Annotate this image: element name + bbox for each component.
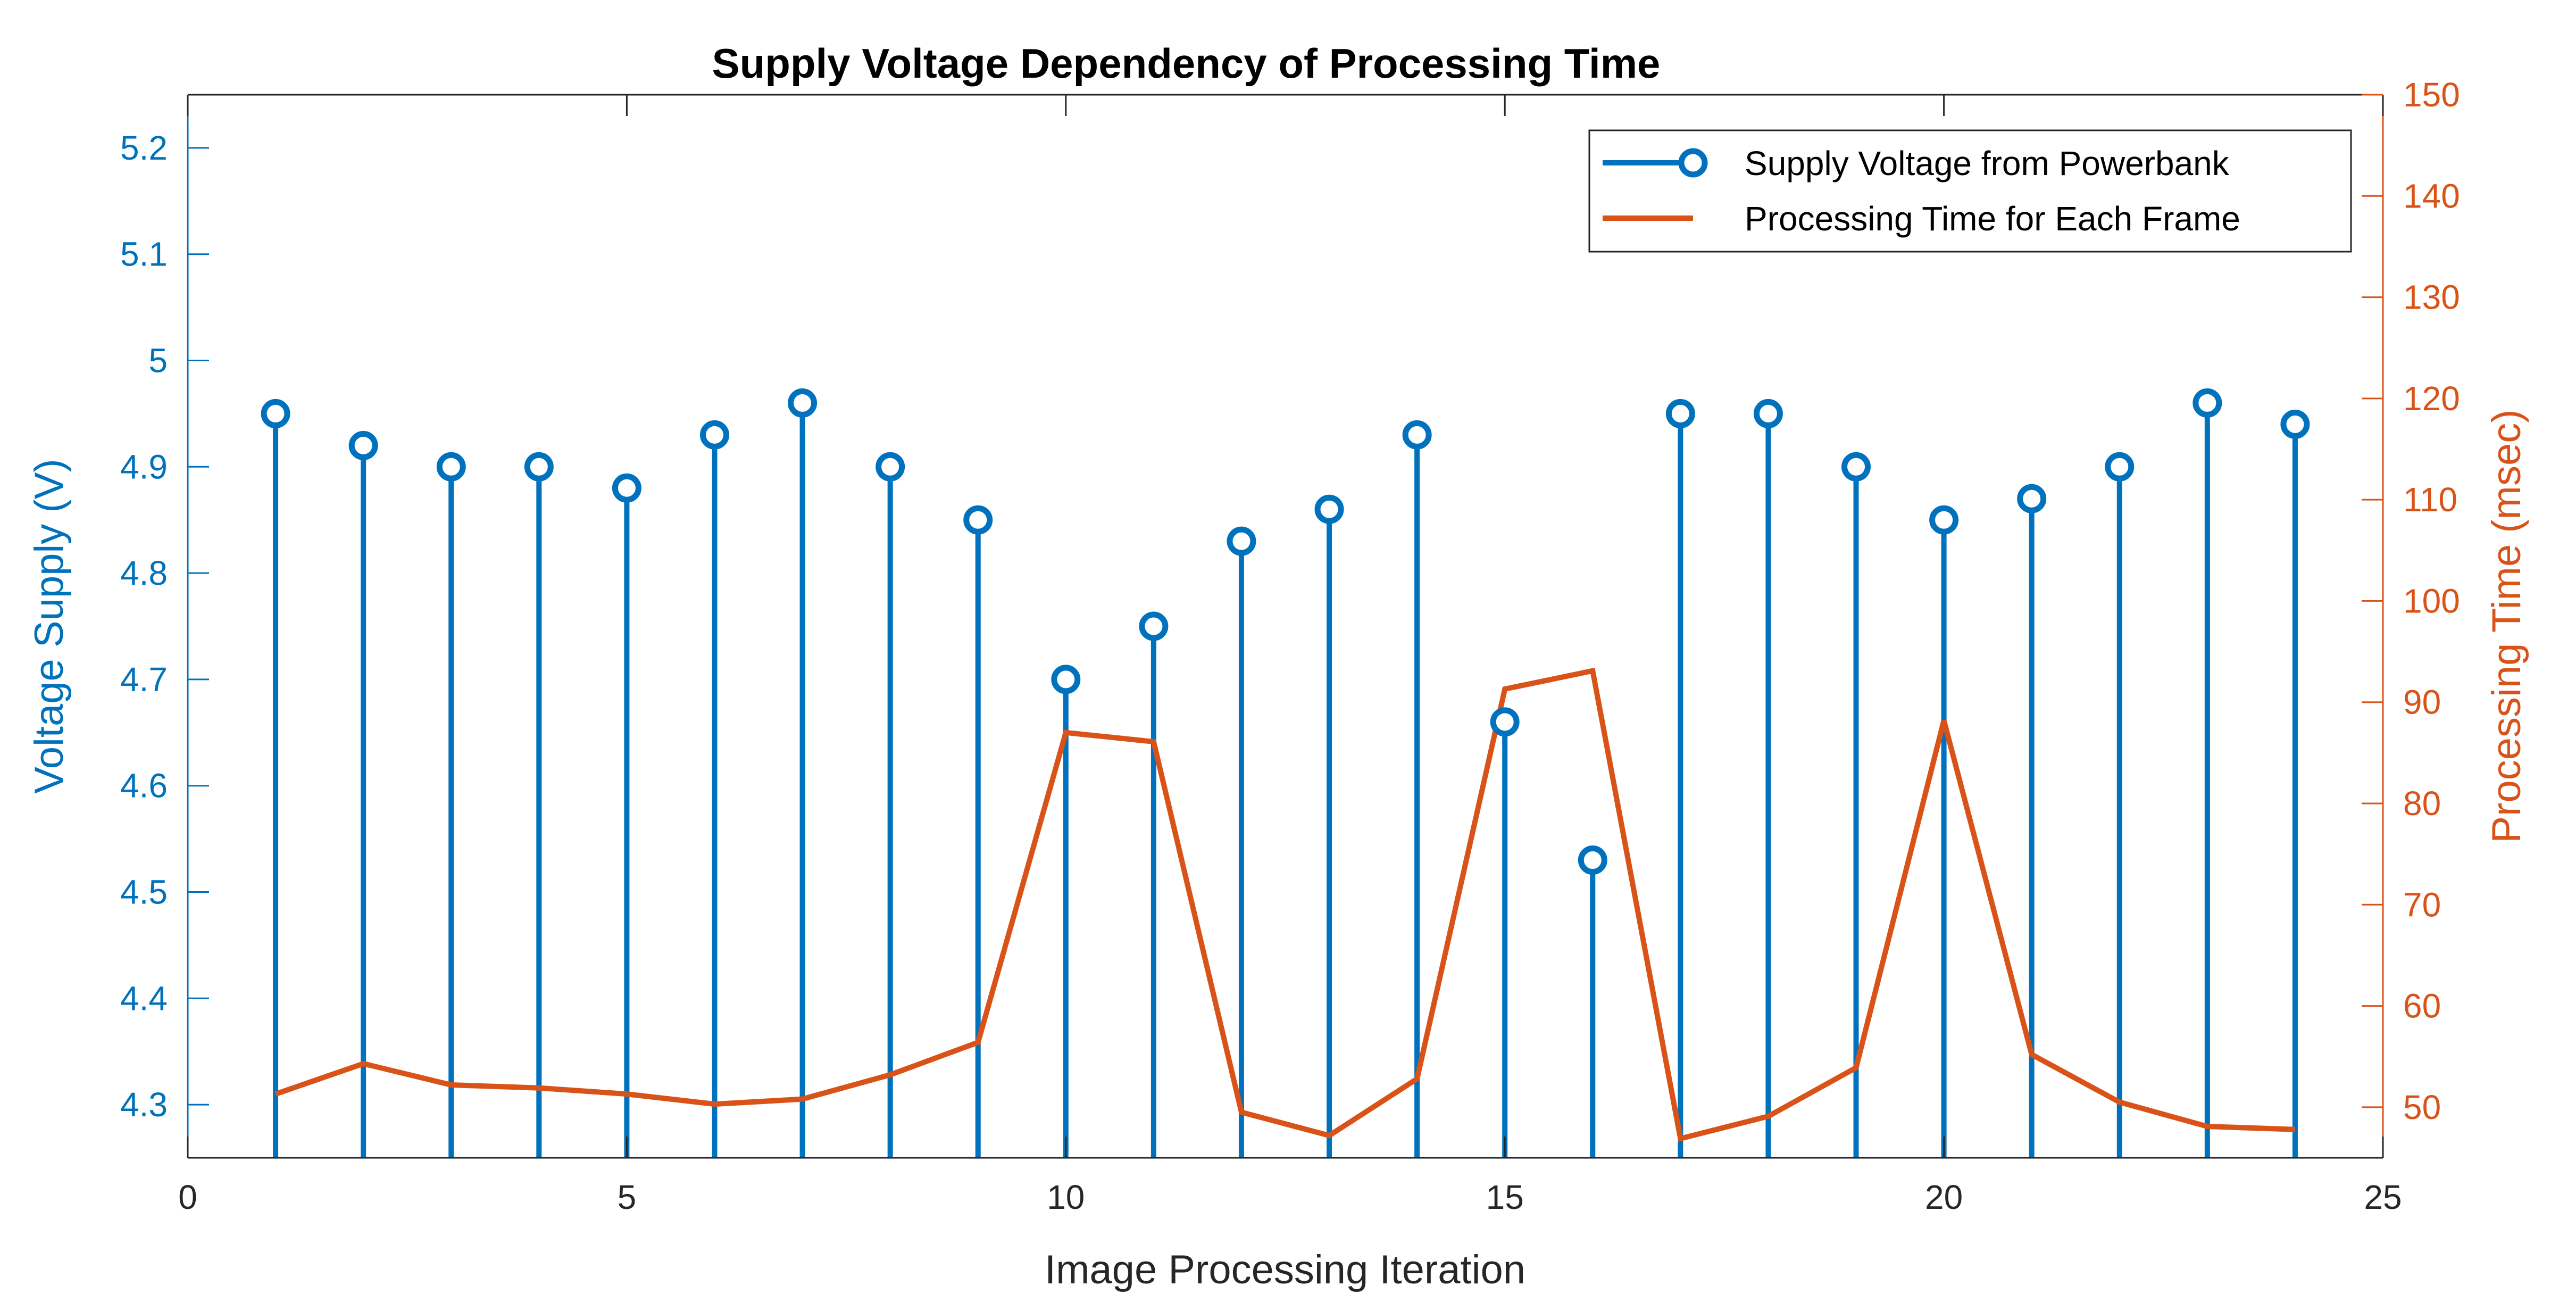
voltage-point xyxy=(1490,707,1520,737)
voltage-point xyxy=(788,388,818,418)
voltage-point xyxy=(963,505,993,535)
right-y-tick-label: 100 xyxy=(2403,582,2460,620)
x-tick-label: 5 xyxy=(618,1178,637,1216)
right-y-tick-label: 110 xyxy=(2403,480,2457,519)
x-tick-label: 10 xyxy=(1047,1178,1085,1216)
left-y-tick-label: 4.4 xyxy=(120,979,168,1017)
x-tick-label: 0 xyxy=(178,1178,197,1216)
right-y-tick-label: 50 xyxy=(2403,1088,2441,1126)
voltage-point xyxy=(1665,399,1695,428)
left-y-ticks: 4.3 4.4 4.5 4.6 4.7 4.8 4.9 5 5.1 5.2 xyxy=(120,129,209,1124)
legend: Supply Voltage from Powerbank Processing… xyxy=(1588,129,2352,253)
x-ticks: 0 5 10 15 20 25 xyxy=(178,95,2402,1216)
right-y-ticks: 50 60 70 80 90 100 110 120 130 140 150 xyxy=(2362,76,2460,1126)
left-y-tick-label: 4.9 xyxy=(120,447,168,486)
left-y-tick-label: 4.7 xyxy=(120,660,168,699)
right-y-tick-label: 80 xyxy=(2403,784,2441,823)
left-y-tick-label: 5 xyxy=(148,342,168,380)
voltage-point xyxy=(2192,388,2222,418)
voltage-point xyxy=(2105,452,2135,482)
processing-time-series xyxy=(274,667,2296,1142)
voltage-point xyxy=(1578,845,1607,875)
voltage-point xyxy=(261,399,290,428)
left-y-tick-label: 5.2 xyxy=(120,129,168,167)
x-tick-label: 15 xyxy=(1486,1178,1524,1216)
y-axis-label-right: Processing Time (msec) xyxy=(2484,409,2529,843)
left-y-tick-label: 5.1 xyxy=(120,235,168,273)
voltage-point xyxy=(1841,452,1871,482)
voltage-point xyxy=(2017,484,2047,513)
left-y-tick-label: 4.3 xyxy=(120,1085,168,1124)
legend-marker-voltage xyxy=(1678,148,1708,178)
voltage-point xyxy=(1402,420,1432,450)
voltage-point xyxy=(1051,665,1081,694)
x-tick-label: 25 xyxy=(2364,1178,2402,1216)
right-y-tick-label: 140 xyxy=(2403,177,2460,215)
right-y-tick-label: 90 xyxy=(2403,683,2441,722)
voltage-point xyxy=(436,452,466,482)
right-y-tick-label: 70 xyxy=(2403,885,2441,924)
voltage-point xyxy=(348,430,378,460)
voltage-point xyxy=(699,420,729,450)
x-tick-label: 20 xyxy=(1925,1178,1963,1216)
voltage-markers xyxy=(261,388,2310,875)
y-axis-label-left: Voltage Supply (V) xyxy=(27,459,72,794)
legend-label-processing: Processing Time for Each Frame xyxy=(1745,200,2240,238)
left-y-tick-label: 4.5 xyxy=(120,873,168,911)
right-y-tick-label: 120 xyxy=(2403,379,2460,418)
right-y-tick-label: 130 xyxy=(2403,278,2460,317)
voltage-point xyxy=(1929,505,1959,535)
voltage-point xyxy=(876,452,905,482)
voltage-point xyxy=(612,473,641,503)
voltage-stems xyxy=(273,403,2298,1158)
processing-time-line xyxy=(274,667,2296,1142)
legend-label-voltage: Supply Voltage from Powerbank xyxy=(1745,144,2230,183)
voltage-point xyxy=(1139,611,1169,641)
right-y-tick-label: 60 xyxy=(2403,987,2441,1025)
voltage-point xyxy=(524,452,554,482)
left-y-tick-label: 4.6 xyxy=(120,767,168,805)
legend-box xyxy=(1588,129,2352,253)
voltage-point xyxy=(1227,526,1256,556)
plot-area xyxy=(188,95,2383,1158)
left-y-tick-label: 4.8 xyxy=(120,554,168,592)
voltage-point xyxy=(1314,494,1344,524)
right-y-tick-label: 150 xyxy=(2403,76,2460,114)
voltage-point xyxy=(1753,399,1783,428)
axes xyxy=(187,94,2384,1159)
voltage-point xyxy=(2280,409,2310,439)
chart-title: Supply Voltage Dependency of Processing … xyxy=(712,40,1661,87)
x-axis-label: Image Processing Iteration xyxy=(1045,1247,1525,1292)
